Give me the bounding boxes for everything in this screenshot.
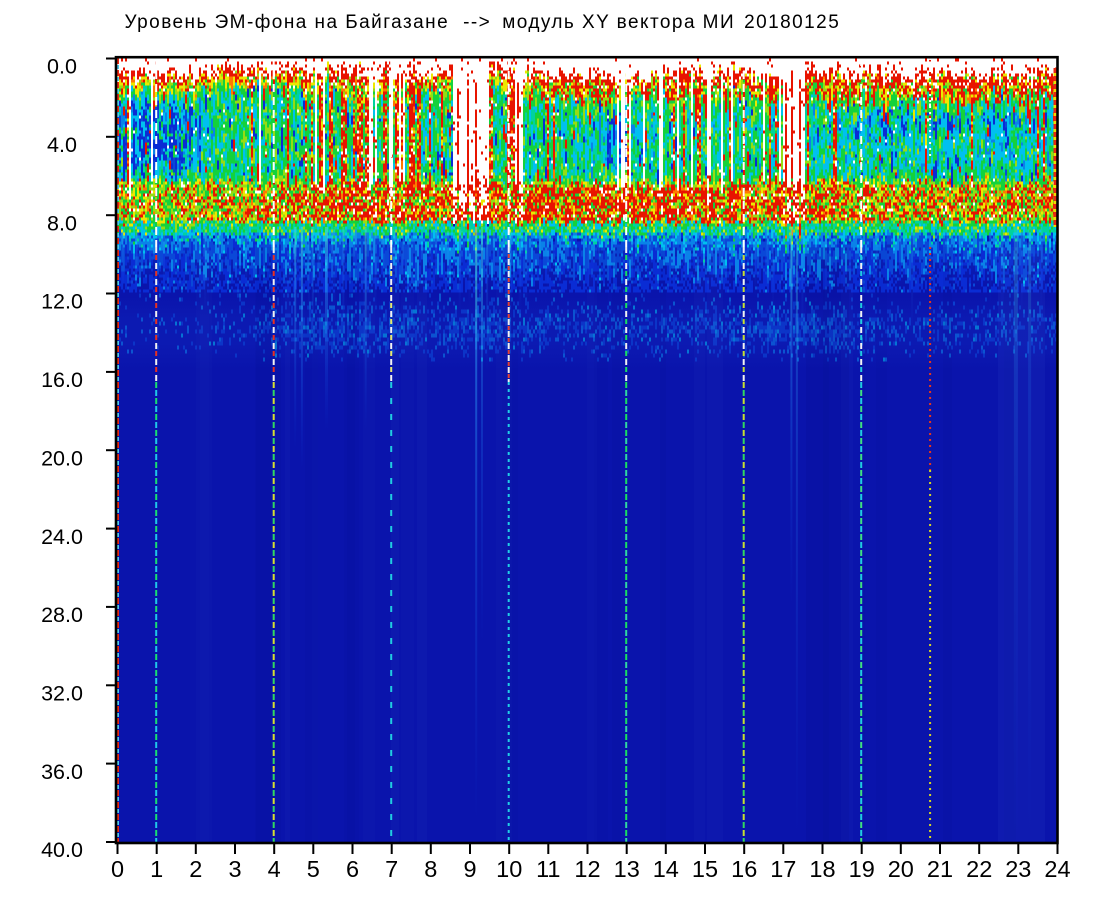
svg-text:32.0: 32.0 [41, 682, 83, 706]
svg-text:12.0: 12.0 [41, 290, 83, 314]
svg-text:4: 4 [268, 856, 281, 882]
svg-text:21: 21 [927, 856, 953, 882]
svg-text:24.0: 24.0 [41, 525, 83, 549]
svg-text:36.0: 36.0 [41, 760, 83, 784]
svg-text:16: 16 [731, 856, 757, 882]
svg-text:12: 12 [574, 856, 600, 882]
svg-text:23: 23 [1005, 856, 1031, 882]
svg-text:14: 14 [653, 856, 679, 882]
svg-text:4.0: 4.0 [47, 133, 77, 157]
svg-text:3: 3 [228, 856, 241, 882]
svg-text:18: 18 [809, 856, 835, 882]
svg-text:24: 24 [1044, 856, 1070, 882]
svg-text:8.0: 8.0 [47, 211, 77, 235]
svg-text:28.0: 28.0 [41, 603, 83, 627]
svg-text:20.0: 20.0 [41, 446, 83, 470]
svg-text:10: 10 [496, 856, 522, 882]
svg-text:0.0: 0.0 [47, 55, 77, 79]
svg-text:22: 22 [966, 856, 992, 882]
svg-text:15: 15 [692, 856, 718, 882]
svg-text:20: 20 [888, 856, 914, 882]
svg-text:13: 13 [614, 856, 640, 882]
svg-text:19: 19 [849, 856, 875, 882]
svg-text:9: 9 [463, 856, 476, 882]
svg-text:8: 8 [424, 856, 437, 882]
svg-text:2: 2 [189, 856, 202, 882]
svg-text:40.0: 40.0 [41, 838, 83, 862]
svg-text:6: 6 [346, 856, 359, 882]
svg-text:0: 0 [111, 856, 124, 882]
svg-text:Уровень ЭМ-фона на Байгазане--: Уровень ЭМ-фона на Байгазане --> модуль XY… [125, 12, 841, 33]
svg-text:5: 5 [307, 856, 320, 882]
svg-text:16.0: 16.0 [41, 368, 83, 392]
svg-text:7: 7 [385, 856, 398, 882]
svg-text:11: 11 [536, 856, 560, 882]
svg-text:1: 1 [150, 856, 163, 882]
svg-text:17: 17 [770, 856, 796, 882]
